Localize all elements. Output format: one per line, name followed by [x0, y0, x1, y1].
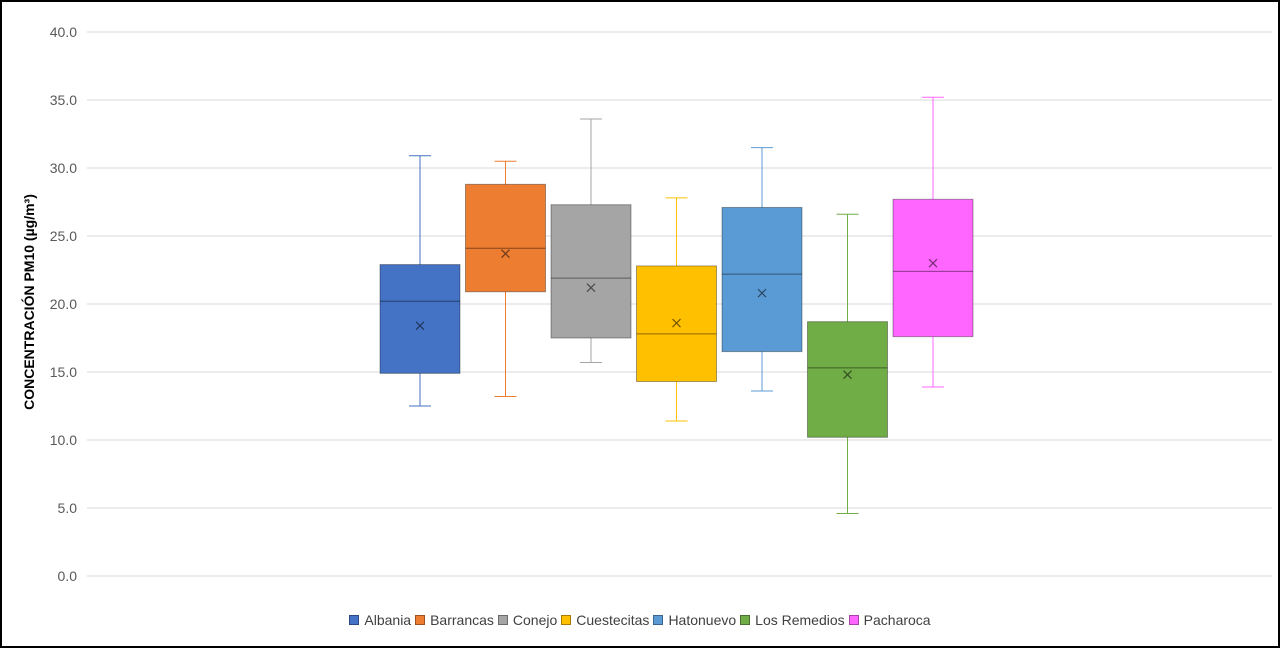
legend: Albania Barrancas Conejo Cuestecitas Hatonue… [2, 609, 1280, 631]
legend-item: Barrancas [415, 612, 494, 628]
legend-swatch [848, 615, 859, 625]
legend-swatch [561, 615, 572, 625]
y-tick-label: 25.0 [50, 228, 77, 244]
box-iqr [465, 183, 546, 293]
legend-swatch [740, 615, 751, 625]
box-hatonuevo [721, 147, 803, 392]
legend-swatch [653, 615, 664, 625]
y-axis-tick-labels: 0.0 5.0 10.0 15.0 20.0 25.0 30.0 35.0 40.0 [50, 24, 77, 584]
box-iqr [807, 321, 888, 438]
legend-label: Conejo [512, 612, 558, 628]
box-iqr [550, 204, 632, 339]
mean-marker [672, 318, 681, 328]
legend-item: Los Remedios [740, 612, 845, 628]
legend-swatch [497, 615, 508, 625]
y-tick-label: 35.0 [50, 92, 77, 108]
box-albania [379, 155, 461, 407]
mean-marker [586, 283, 596, 293]
box-los-remedios [807, 213, 888, 514]
mean-marker [415, 321, 425, 331]
legend-item: Hatonuevo [653, 612, 736, 628]
y-tick-label: 15.0 [50, 364, 77, 380]
y-tick-label: 20.0 [50, 296, 77, 312]
box-series [379, 96, 974, 514]
legend-label: Los Remedios [755, 612, 845, 628]
box-cuestecitas [636, 197, 717, 422]
legend-label: Barrancas [430, 612, 494, 628]
y-tick-label: 0.0 [58, 568, 78, 584]
box-iqr [379, 264, 461, 374]
box-iqr [892, 198, 974, 338]
legend-item: Pacharoca [848, 612, 931, 628]
legend-label: Cuestecitas [576, 612, 650, 628]
legend-swatch [415, 615, 426, 625]
legend-swatch [349, 615, 360, 625]
mean-marker [757, 288, 767, 298]
y-axis-label: CONCENTRACIÓN PM10 (µg/m³) [20, 194, 37, 410]
y-tick-label: 5.0 [58, 500, 78, 516]
y-tick-label: 30.0 [50, 160, 77, 176]
mean-marker [501, 249, 510, 259]
legend-label: Albania [364, 612, 412, 628]
legend-item: Conejo [497, 612, 558, 628]
mean-marker [843, 370, 852, 380]
box-conejo [550, 118, 632, 363]
legend-item: Cuestecitas [561, 612, 649, 628]
legend-label: Pacharoca [863, 612, 931, 628]
box-barrancas [465, 160, 546, 397]
legend-label: Hatonuevo [668, 612, 737, 628]
y-tick-label: 10.0 [50, 432, 77, 448]
legend-item: Albania [349, 612, 411, 628]
box-pacharoca [892, 96, 974, 388]
mean-marker [928, 258, 938, 268]
box-iqr [721, 206, 803, 353]
y-tick-label: 40.0 [50, 24, 77, 40]
